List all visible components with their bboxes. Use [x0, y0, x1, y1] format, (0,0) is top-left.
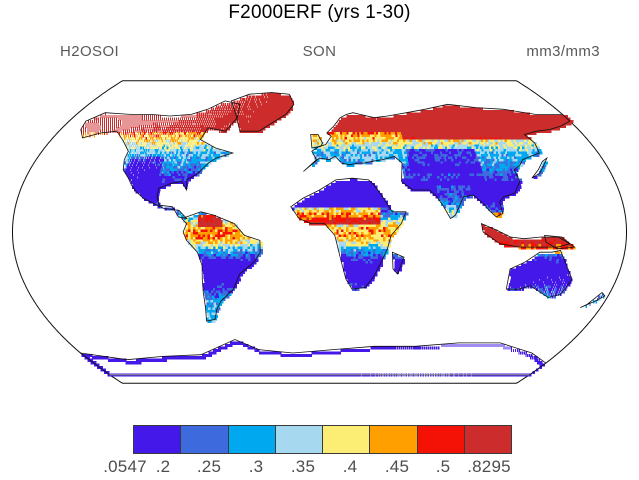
colorbar-tick: .45	[384, 457, 410, 476]
map-boundary	[12, 80, 627, 384]
colorbar-segment-1	[181, 426, 229, 453]
map-plot	[12, 80, 627, 384]
colorbar-tick: .25	[196, 457, 222, 476]
soil-moisture-cells	[80, 93, 605, 377]
colorbar-tick: .35	[290, 457, 316, 476]
season-label: SON	[302, 43, 337, 60]
colorbar-tick: .5	[435, 457, 451, 476]
colorbar-tick: .4	[342, 457, 358, 476]
colorbar-segment-0	[134, 426, 182, 453]
colorbar	[133, 425, 512, 454]
coastlines	[80, 92, 606, 376]
colorbar-tick: .0547	[103, 457, 147, 476]
colorbar-segment-3	[275, 426, 323, 453]
world-map	[8, 62, 631, 400]
colorbar-segment-7	[464, 426, 511, 453]
colorbar-segment-4	[323, 426, 371, 453]
colorbar-tick: .3	[248, 457, 264, 476]
colorbar-tick-labels: .0547 .2 .25 .3 .35 .4 .45 .5 .8295	[0, 457, 639, 479]
units-label: mm3/mm3	[526, 43, 600, 60]
page-title: F2000ERF (yrs 1-30)	[228, 2, 411, 23]
colorbar-segment-5	[370, 426, 418, 453]
colorbar-tick: .8295	[467, 457, 511, 476]
colorbar-segment-2	[228, 426, 276, 453]
colorbar-tick: .2	[155, 457, 171, 476]
variable-label: H2OSOI	[60, 43, 120, 60]
colorbar-segment-6	[417, 426, 465, 453]
